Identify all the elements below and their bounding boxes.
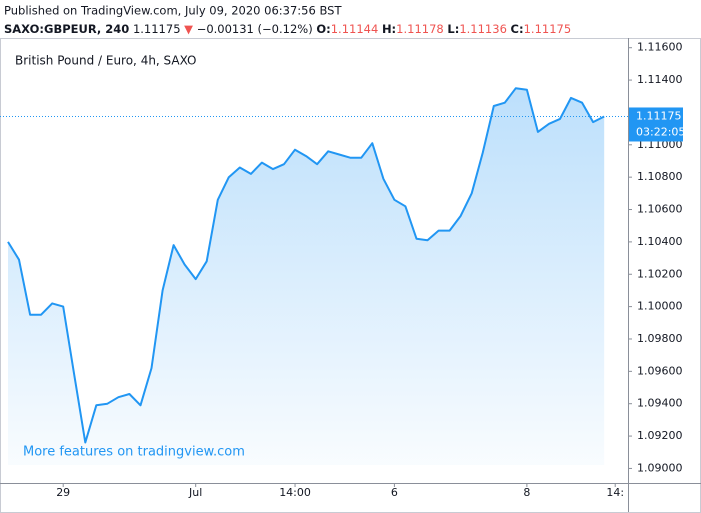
y-tick-label: 1.09000: [637, 461, 683, 474]
last-value: 1.11175: [133, 22, 181, 36]
y-tick-label: 1.11600: [637, 41, 683, 54]
published-line: Published on TradingView.com, July 09, 2…: [4, 4, 342, 18]
symbol-line: SAXO:GBPEUR, 240 1.11175 ▼ −0.00131 (−0.…: [4, 22, 571, 36]
y-tick-label: 1.09800: [637, 332, 683, 345]
last-price-label: 1.11175: [636, 109, 682, 122]
symbol: SAXO:GBPEUR, 240: [4, 22, 129, 36]
ohlc-label: O:: [316, 22, 330, 36]
x-tick-label: 14:: [606, 486, 624, 499]
ohlc-label: L:: [447, 22, 459, 36]
x-tick-label: 14:00: [279, 486, 311, 499]
x-tick-label: 6: [391, 486, 398, 499]
y-tick-label: 1.10800: [637, 170, 683, 183]
change: −0.00131 (−0.12%): [197, 22, 313, 36]
y-tick-label: 1.10600: [637, 203, 683, 216]
ohlc-value: 1.11175: [524, 22, 572, 36]
y-tick-label: 1.10000: [637, 300, 683, 313]
chart-title: British Pound / Euro, 4h, SAXO: [15, 54, 197, 68]
area-fill: [8, 88, 605, 465]
y-tick-label: 1.09400: [637, 397, 683, 410]
watermark[interactable]: More features on tradingview.com: [23, 445, 245, 460]
y-tick-label: 1.09600: [637, 364, 683, 377]
last-price-box: [629, 107, 683, 142]
countdown-label: 03:22:05: [636, 125, 685, 138]
ohlc-label: H:: [382, 22, 396, 36]
y-tick-label: 1.10400: [637, 235, 683, 248]
y-tick-label: 1.09200: [637, 429, 683, 442]
x-tick-label: 29: [56, 486, 70, 499]
x-tick-label: Jul: [188, 486, 202, 499]
x-tick-label: 8: [523, 486, 530, 499]
ohlc-label: C:: [511, 22, 524, 36]
ohlc-value: 1.11136: [459, 22, 507, 36]
ohlc-value: 1.11178: [396, 22, 444, 36]
y-tick-label: 1.11400: [637, 73, 683, 86]
price-line: [7, 87, 605, 444]
y-tick-label: 1.10200: [637, 267, 683, 280]
down-arrow: ▼: [184, 22, 193, 36]
ohlc-value: 1.11144: [331, 22, 379, 36]
